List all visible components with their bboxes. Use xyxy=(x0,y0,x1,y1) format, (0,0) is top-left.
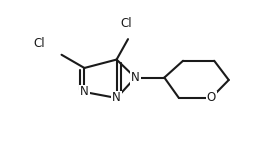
Text: N: N xyxy=(112,92,121,105)
Text: N: N xyxy=(80,85,89,98)
Text: O: O xyxy=(206,92,216,105)
Text: Cl: Cl xyxy=(120,17,132,30)
Text: Cl: Cl xyxy=(33,37,44,50)
Text: N: N xyxy=(131,71,140,84)
